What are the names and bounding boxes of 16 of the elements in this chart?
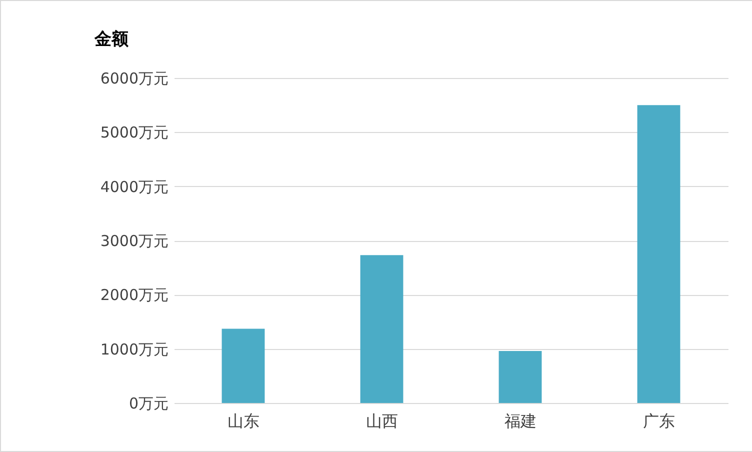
bar: [498, 351, 542, 403]
y-tick-label: 2000万元: [100, 286, 168, 304]
bar: [222, 328, 265, 403]
y-tick-label: 6000万元: [100, 70, 168, 88]
y-tick-label: 0万元: [128, 394, 168, 412]
y-tick-label: 4000万元: [100, 178, 168, 196]
y-tick-label: 3000万元: [100, 232, 168, 250]
bar: [637, 105, 680, 403]
x-tick-label: 福建: [504, 412, 536, 430]
x-tick-label: 山西: [366, 412, 398, 430]
y-tick-label: 5000万元: [100, 124, 168, 142]
x-tick-label: 广东: [642, 412, 675, 430]
y-axis-title: 金额: [94, 30, 130, 50]
x-tick-label: 山东: [227, 412, 260, 430]
y-tick-label: 1000万元: [100, 340, 168, 358]
bar: [360, 255, 404, 403]
